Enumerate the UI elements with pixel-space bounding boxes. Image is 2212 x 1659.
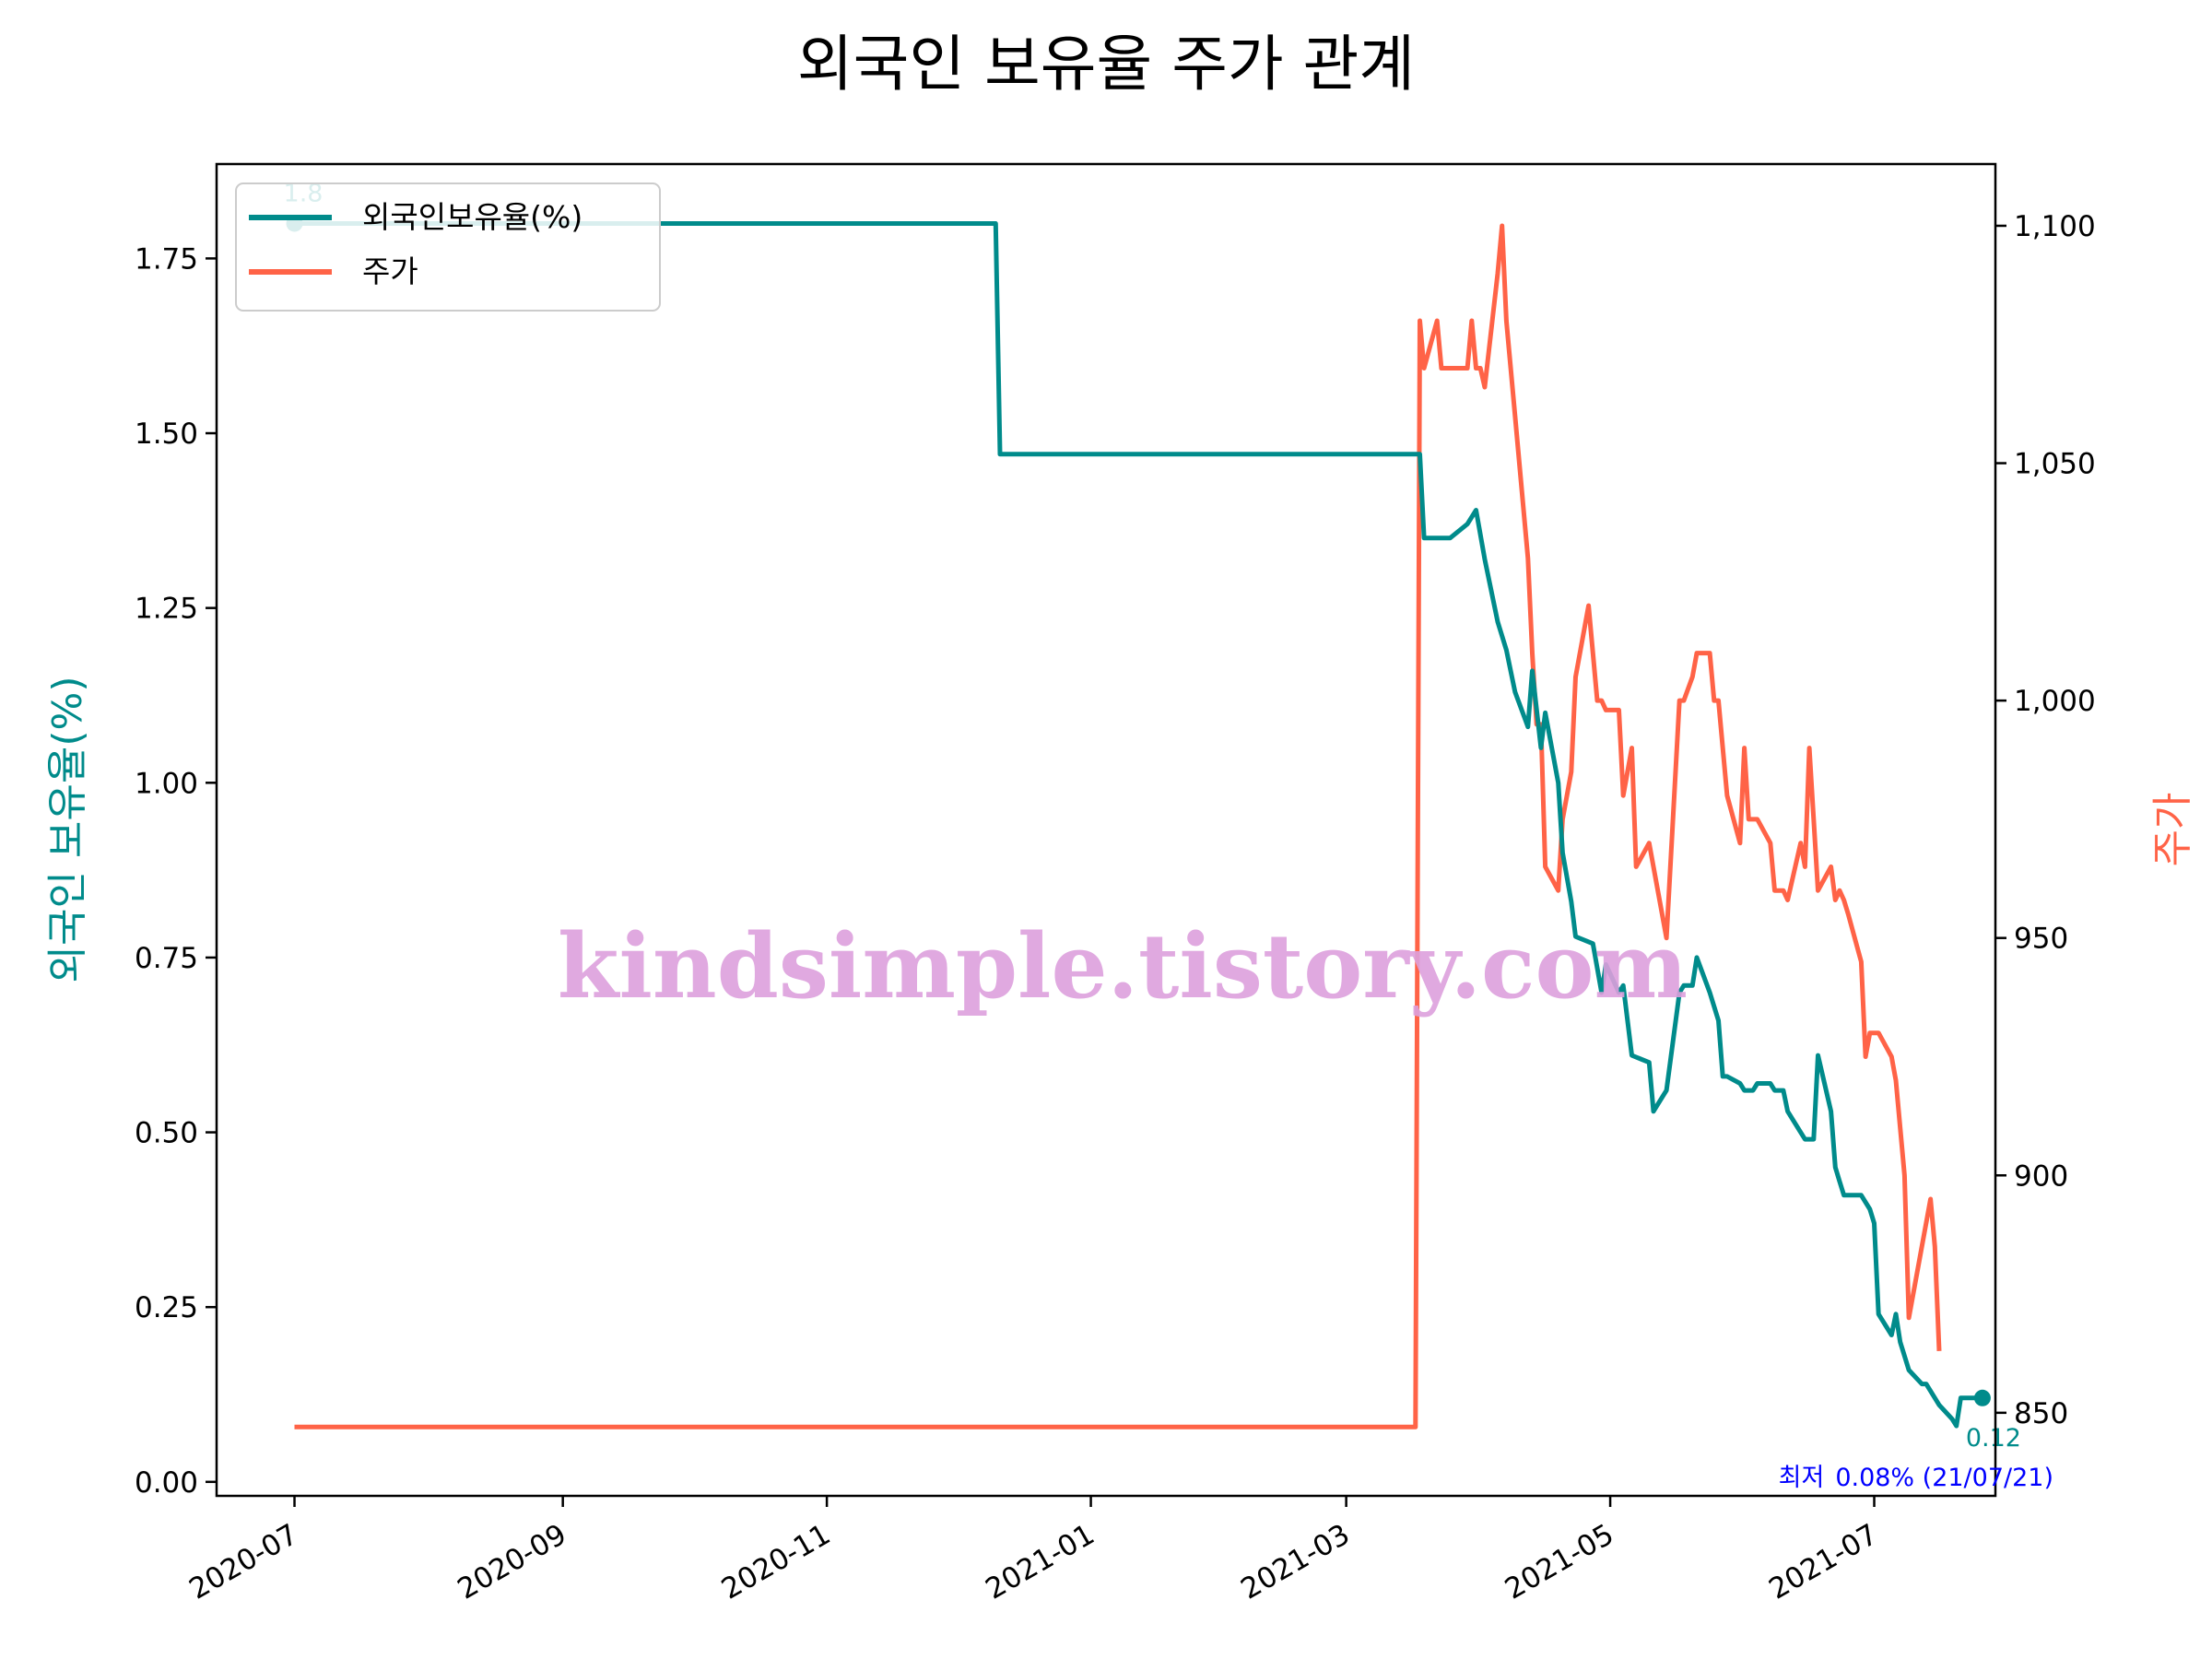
y-left-tick-label: 1.00 [135, 767, 198, 800]
plot-frame [215, 162, 1997, 1498]
y-right-tick-label: 1,000 [2014, 685, 2096, 718]
legend-box [235, 182, 661, 312]
min-annotation-text: 0.08% (21/07/21) [1835, 1464, 2053, 1492]
y-right-tick-label: 950 [2014, 923, 2068, 956]
x-tick-label: 2021-07 [1763, 1518, 1883, 1606]
ownership-end-label: 0.12 [1966, 1424, 2021, 1453]
chart-title: 외국인 보유율 주가 관계 [797, 29, 1415, 100]
series-line-ownership [294, 221, 1983, 1429]
min-annotation-prefix: 최저 [1779, 1464, 1825, 1492]
ownership-end-marker [1973, 1389, 1991, 1406]
y-axis-right: 850 900 950 1,000 1,050 1,100 [1995, 210, 2096, 1430]
y-right-tick-label: 1,100 [2014, 210, 2096, 243]
x-axis: 2020-07 2020-09 2020-11 2021-01 2021-03 2021-… [183, 1496, 1884, 1606]
y-axis-right-title: 주가 [2149, 793, 2196, 867]
min-annotation: 최저 0.08% (21/07/21) [1779, 1464, 2053, 1492]
plot-area: 1.80.12 [284, 179, 2021, 1452]
y-right-tick-label: 850 [2014, 1397, 2068, 1430]
x-tick-label: 2020-11 [716, 1518, 836, 1606]
legend-label-price: 주가 [362, 253, 418, 289]
legend: 외국인보유율(%) 주가 [235, 182, 661, 312]
x-tick-label: 2021-01 [980, 1518, 1100, 1606]
y-axis-left-title: 외국인 보유율(%) [44, 676, 91, 982]
watermark-text: kindsimple.tistory.com [558, 914, 1688, 1018]
y-right-tick-label: 1,050 [2014, 448, 2096, 481]
x-tick-label: 2021-05 [1500, 1518, 1619, 1606]
y-left-tick-label: 1.25 [135, 593, 198, 626]
y-left-tick-label: 0.50 [135, 1117, 198, 1150]
x-tick-label: 2021-03 [1235, 1518, 1355, 1606]
y-left-tick-label: 0.75 [135, 942, 198, 975]
y-left-tick-label: 0.00 [135, 1466, 198, 1500]
y-left-tick-label: 1.75 [135, 242, 198, 276]
y-right-tick-label: 900 [2014, 1159, 2068, 1193]
x-tick-label: 2020-07 [183, 1518, 303, 1606]
y-axis-left: 0.00 0.25 0.50 0.75 1.00 1.25 1.50 1.75 [135, 242, 217, 1500]
x-tick-label: 2020-09 [452, 1518, 571, 1606]
legend-label-ownership: 외국인보유율(%) [362, 199, 582, 235]
y-left-tick-label: 0.25 [135, 1291, 198, 1324]
y-left-tick-label: 1.50 [135, 418, 198, 451]
series-line-price [294, 223, 1942, 1430]
